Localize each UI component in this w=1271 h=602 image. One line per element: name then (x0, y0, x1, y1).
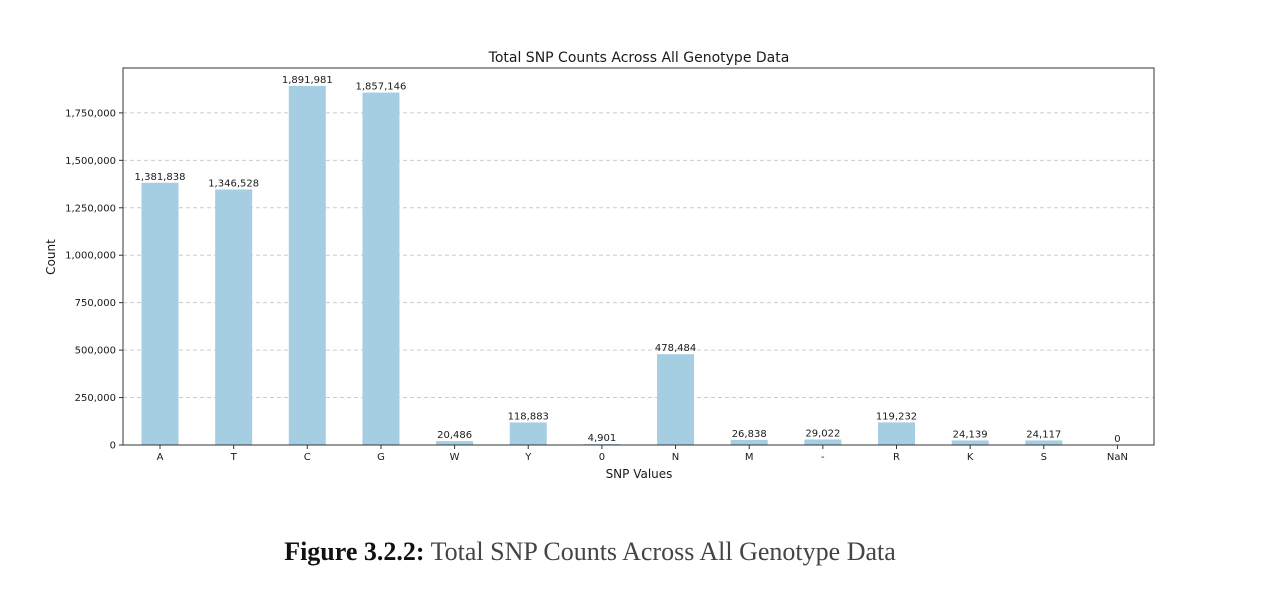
x-tick-label: M (745, 452, 754, 463)
y-tick-label: 750,000 (75, 298, 116, 309)
data-label: 0 (1114, 434, 1120, 445)
data-label: 119,232 (876, 411, 917, 422)
x-tick-label: K (967, 452, 974, 463)
bar-S (1025, 440, 1063, 445)
x-axis: A T C G W Y 0 N M - R K S NaN (157, 445, 1128, 463)
caption-text: Total SNP Counts Across All Genotype Dat… (430, 537, 896, 566)
x-tick-label: W (450, 452, 460, 463)
bar-T (215, 189, 253, 445)
x-tick-label: - (821, 452, 825, 463)
bar-M (730, 439, 768, 445)
data-label: 478,484 (655, 343, 696, 354)
y-tick-label: 0 (110, 441, 116, 452)
y-tick-label: 1,750,000 (65, 108, 116, 119)
bar-K (951, 440, 989, 445)
bar-G (362, 92, 400, 446)
y-axis: 0 250,000 500,000 750,000 1,000,000 1,250,000… (65, 108, 123, 452)
y-tick-label: 500,000 (75, 346, 116, 357)
x-axis-label: SNP Values (606, 467, 673, 481)
data-label: 24,117 (1026, 429, 1061, 440)
plot-frame (122, 67, 1155, 446)
y-tick-label: 1,250,000 (65, 203, 116, 214)
data-label: 4,901 (588, 433, 617, 444)
x-tick-label: 0 (599, 452, 605, 463)
y-tick-label: 1,000,000 (65, 251, 116, 262)
data-label: 1,891,981 (282, 75, 333, 86)
data-label: 1,857,146 (355, 82, 406, 93)
y-tick-label: 250,000 (75, 393, 116, 404)
data-label: 1,346,528 (208, 178, 259, 189)
y-tick-label: 1,500,000 (65, 156, 116, 167)
bars-layer: 1,381,838 1,346,528 1,891,981 1,857,146 20,4… (135, 75, 1121, 446)
x-tick-label: G (377, 452, 385, 463)
bar-W (436, 441, 474, 445)
y-axis-label: Count (44, 239, 58, 275)
bar-- (804, 439, 842, 445)
bar-N (657, 354, 695, 445)
x-tick-label: R (893, 452, 900, 463)
x-tick-label: NaN (1107, 452, 1128, 463)
x-tick-label: A (157, 452, 164, 463)
chart-title: Total SNP Counts Across All Genotype Dat… (488, 50, 790, 66)
figure-caption: Figure 3.2.2: Total SNP Counts Across Al… (0, 537, 1180, 567)
x-tick-label: C (304, 452, 311, 463)
bar-Y (509, 422, 547, 445)
bar-R (878, 422, 915, 445)
data-label: 24,139 (953, 429, 988, 440)
x-tick-label: S (1041, 452, 1047, 463)
caption-label: Figure 3.2.2: (284, 537, 425, 566)
bar-A (141, 182, 179, 446)
bar-C (288, 85, 326, 446)
data-label: 20,486 (437, 430, 472, 441)
x-tick-label: N (672, 452, 679, 463)
data-label: 118,883 (508, 411, 549, 422)
x-tick-label: T (230, 452, 238, 463)
grid-layer (123, 112, 1154, 399)
data-label: 1,381,838 (135, 172, 186, 183)
data-label: 29,022 (805, 428, 840, 439)
x-tick-label: Y (524, 452, 532, 463)
data-label: 26,838 (732, 429, 767, 440)
